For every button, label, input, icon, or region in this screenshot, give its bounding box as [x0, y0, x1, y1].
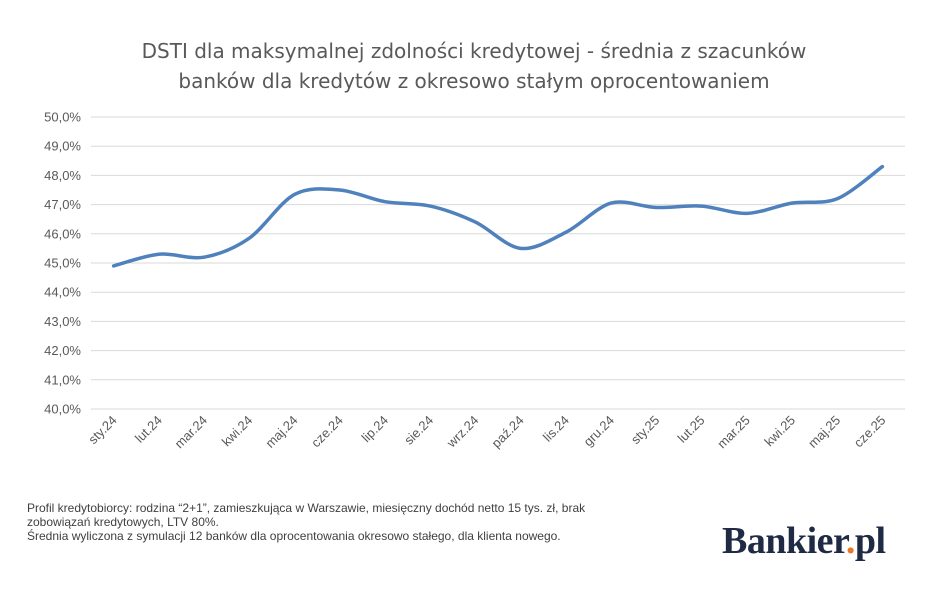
x-tick-label: sty.25 — [628, 413, 662, 447]
y-axis-ticks: 40,0% 41,0% 42,0% 43,0% 44,0% 45,0% 46,0% 47,0%… — [44, 110, 81, 417]
x-tick-label: lut.24 — [132, 413, 165, 446]
chart-title-line-2: banków dla kredytów z okresowo stałym op… — [178, 69, 769, 93]
x-tick-label: sie.24 — [401, 413, 436, 448]
series-line — [111, 164, 885, 268]
logo-suffix: pl — [854, 520, 886, 562]
x-tick-label: wrz.24 — [443, 413, 481, 451]
y-tick-label: 49,0% — [44, 139, 81, 154]
x-tick-label: maj.24 — [262, 413, 300, 451]
x-tick-label: gru.24 — [580, 413, 617, 450]
x-tick-label: lip.24 — [358, 413, 391, 446]
y-tick-label: 48,0% — [44, 168, 81, 183]
x-tick-label: mar.24 — [171, 413, 210, 452]
x-tick-label: lut.25 — [675, 413, 708, 446]
footnote-line-1: Profil kredytobiorcy: rodzina “2+1”, zam… — [27, 501, 586, 515]
logo-dot: . — [845, 520, 856, 562]
y-tick-label: 43,0% — [44, 314, 81, 329]
x-tick-label: paź.24 — [489, 413, 527, 451]
logo-text: Bankier — [722, 520, 846, 562]
footnote: Profil kredytobiorcy: rodzina “2+1”, zam… — [27, 501, 627, 543]
y-tick-label: 47,0% — [44, 197, 81, 212]
x-tick-label: kwi.25 — [761, 413, 798, 450]
x-tick-label: cze.24 — [308, 413, 346, 451]
y-tick-label: 40,0% — [44, 402, 81, 417]
x-tick-label: lis.24 — [540, 413, 572, 445]
y-tick-label: 45,0% — [44, 256, 81, 271]
x-tick-label: sty.24 — [85, 413, 119, 447]
y-tick-label: 50,0% — [44, 110, 81, 125]
bankier-logo: Bankier.pl — [722, 519, 886, 563]
y-tick-label: 44,0% — [44, 285, 81, 300]
y-tick-label: 41,0% — [44, 372, 81, 387]
y-tick-label: 46,0% — [44, 226, 81, 241]
x-tick-label: mar.25 — [714, 413, 753, 452]
x-axis-ticks: sty.24 lut.24 mar.24 kwi.24 maj.24 cze.24 lip.… — [85, 413, 888, 452]
chart-title-line-1: DSTI dla maksymalnej zdolności kredytowe… — [142, 39, 807, 63]
x-tick-label: cze.25 — [851, 413, 889, 451]
x-tick-label: kwi.24 — [219, 413, 256, 450]
footnote-line-3: Średnia wyliczona z symulacji 12 banków … — [27, 529, 561, 543]
footnote-line-2: zobowiązań kredytowych, LTV 80%. — [27, 515, 219, 529]
x-tick-label: maj.25 — [805, 413, 843, 451]
y-tick-label: 42,0% — [44, 343, 81, 358]
gridlines — [91, 116, 905, 410]
